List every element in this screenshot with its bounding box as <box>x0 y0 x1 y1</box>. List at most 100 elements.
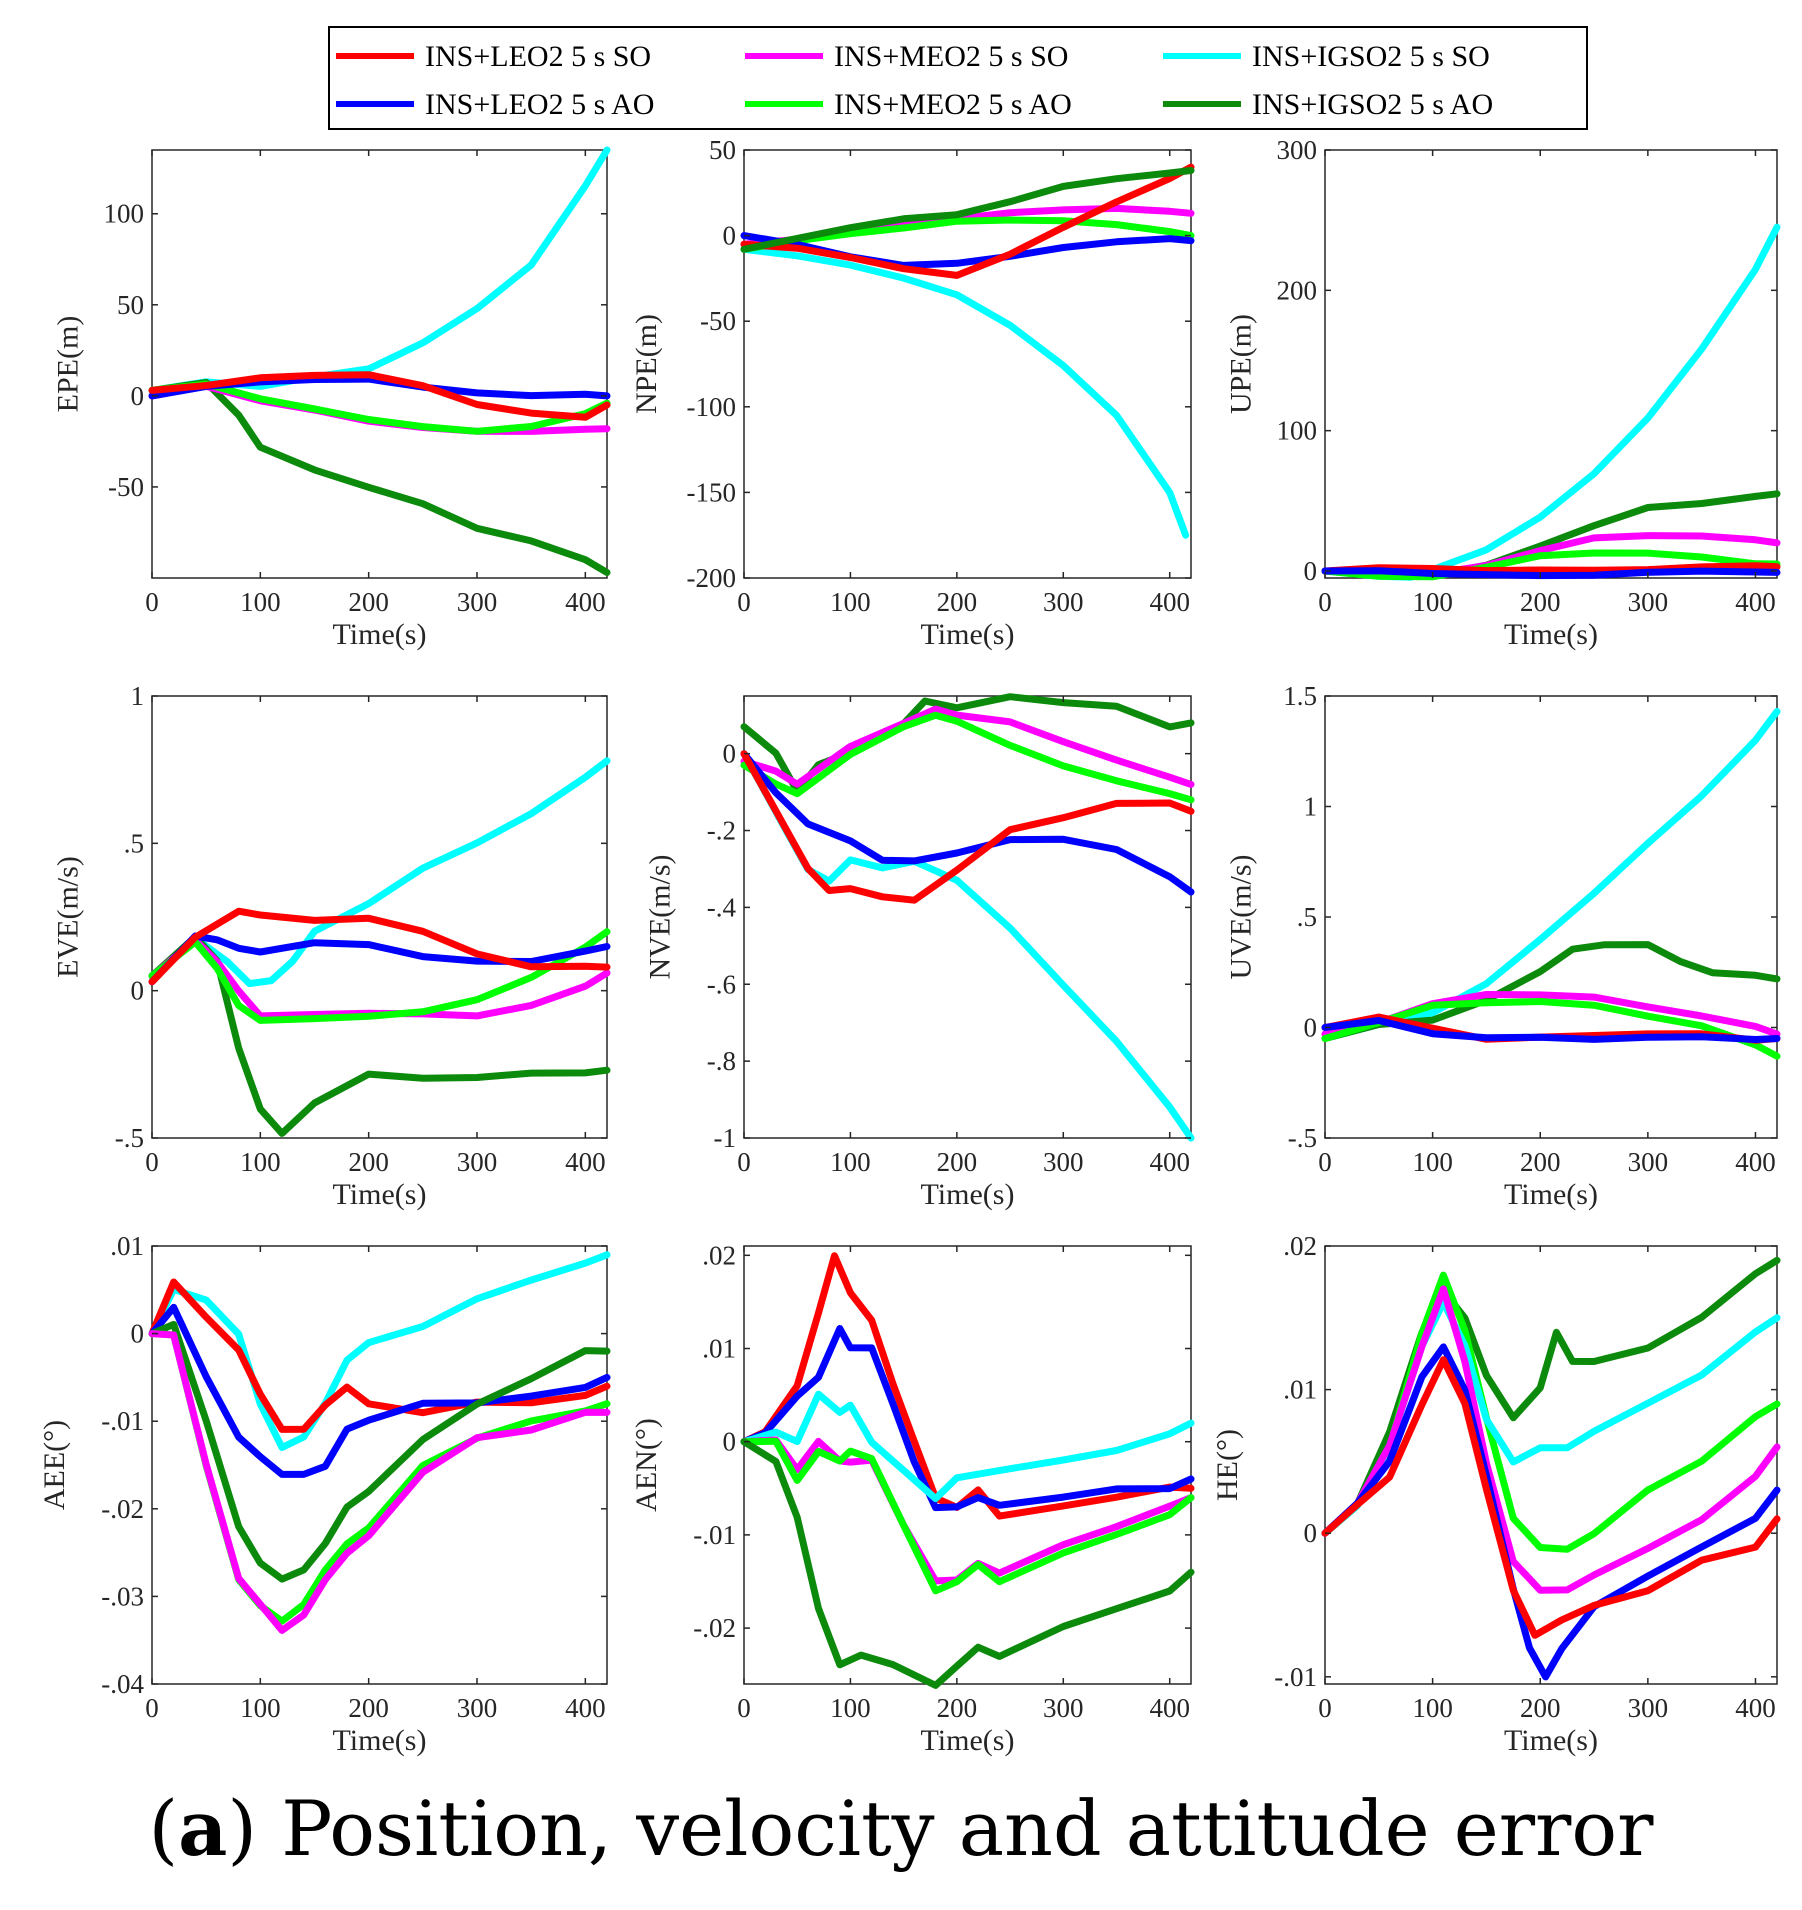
y-axis-label: NVE(m/s) <box>644 855 677 980</box>
series-line-meo-ao <box>740 1437 1195 1595</box>
y-tick-label: 0 <box>1304 1013 1318 1043</box>
x-axis-label: Time(s) <box>1504 1724 1598 1757</box>
series-line-meo-so <box>148 1330 611 1634</box>
legend: INS+LEO2 5 s SO INS+MEO2 5 s SO INS+IGSO… <box>328 26 1588 130</box>
x-tick-label: 100 <box>830 1147 871 1177</box>
x-tick-label: 200 <box>348 1147 389 1177</box>
y-tick-label: -.6 <box>707 969 736 999</box>
y-tick-label: 1 <box>1304 792 1318 822</box>
x-tick-label: 0 <box>1318 1147 1332 1177</box>
legend-box <box>328 26 1588 130</box>
x-tick-label: 200 <box>1520 1147 1561 1177</box>
legend-label-igso-ao: INS+IGSO2 5 s AO <box>1252 88 1493 121</box>
x-tick-label: 300 <box>457 587 498 617</box>
figure-caption: (a) Position, velocity and attitude erro… <box>149 1784 1655 1873</box>
x-tick-label: 0 <box>145 1147 159 1177</box>
y-tick-label: .02 <box>702 1240 736 1270</box>
series-line-leo-ao <box>740 750 1195 896</box>
y-tick-label: -.8 <box>707 1046 736 1076</box>
x-tick-label: 200 <box>937 1693 978 1723</box>
series-line-leo-so <box>148 907 611 986</box>
y-axis-label: EPE(m) <box>52 316 85 413</box>
y-tick-label: -.03 <box>101 1581 144 1611</box>
x-tick-label: 200 <box>348 1693 389 1723</box>
subplot-3: 0 100 200 300 400 0 100 200 300 Time(s) UPE(m) <box>1225 135 1781 651</box>
legend-label-leo-so: INS+LEO2 5 s SO <box>425 40 651 73</box>
y-tick-label: -.02 <box>693 1613 736 1643</box>
x-tick-label: 400 <box>565 1147 606 1177</box>
x-tick-label: 0 <box>1318 587 1332 617</box>
y-tick-label: .01 <box>702 1334 736 1364</box>
y-tick-label: -.04 <box>101 1669 144 1699</box>
series-line-meo-ao <box>1321 549 1781 581</box>
y-tick-label: 0 <box>131 1319 145 1349</box>
series-group <box>740 1252 1195 1689</box>
y-tick-label: 50 <box>117 290 144 320</box>
subplot-7: 0 100 200 300 400 -.04 -.03 -.02 -.01 0 .01 Time(s)… <box>38 1231 611 1757</box>
x-tick-label: 200 <box>1520 587 1561 617</box>
legend-label-meo-ao: INS+MEO2 5 s AO <box>834 88 1072 121</box>
y-tick-label: 1 <box>131 681 145 711</box>
caption-label: a <box>178 1784 227 1873</box>
series-line-igso-ao <box>1321 941 1781 1042</box>
y-axis-label: UVE(m/s) <box>1225 855 1258 980</box>
legend-label-leo-ao: INS+LEO2 5 s AO <box>425 88 654 121</box>
x-tick-label: 300 <box>457 1147 498 1177</box>
series-line-leo-ao <box>148 1303 611 1478</box>
series-line-leo-ao <box>1321 1017 1781 1043</box>
series-line-leo-ao <box>740 1325 1195 1512</box>
y-tick-label: -.01 <box>101 1406 144 1436</box>
series-group <box>740 163 1195 539</box>
y-tick-label: 0 <box>723 739 737 769</box>
series-line-leo-so <box>740 163 1195 279</box>
axes-box <box>1324 149 1778 579</box>
series-group <box>740 693 1195 1142</box>
caption-open-paren: ( <box>149 1784 179 1873</box>
series-line-meo-ao <box>148 380 611 435</box>
x-tick-label: 400 <box>1735 587 1776 617</box>
series-line-igso-ao <box>740 167 1195 253</box>
y-tick-label: -50 <box>108 472 144 502</box>
x-axis-label: Time(s) <box>1504 618 1598 651</box>
series-line-leo-so <box>1321 1356 1781 1639</box>
y-tick-label: 0 <box>1304 556 1318 586</box>
x-axis-label: Time(s) <box>333 1724 427 1757</box>
caption-close-paren: ) <box>227 1784 281 1873</box>
x-tick-label: 400 <box>1735 1693 1776 1723</box>
y-tick-label: -.4 <box>707 892 737 922</box>
y-tick-label: -.2 <box>707 816 736 846</box>
series-line-leo-so <box>1321 562 1781 575</box>
series-group <box>1321 708 1781 1060</box>
x-axis-label: Time(s) <box>921 1724 1015 1757</box>
y-tick-label: -50 <box>700 306 736 336</box>
series-line-meo-ao <box>148 928 611 1024</box>
x-tick-label: 100 <box>240 587 281 617</box>
y-tick-label: 0 <box>723 221 737 251</box>
x-tick-label: 0 <box>145 1693 159 1723</box>
x-tick-label: 100 <box>240 1147 281 1177</box>
subplot-8: 0 100 200 300 400 -.02 -.01 0 .01 .02 Time(s) AEN(°… <box>630 1240 1195 1757</box>
x-tick-label: 300 <box>1628 1147 1669 1177</box>
series-line-meo-so <box>148 936 611 1020</box>
series-line-leo-ao <box>148 932 611 986</box>
y-tick-label: -.5 <box>115 1123 144 1153</box>
x-tick-label: 100 <box>830 587 871 617</box>
x-tick-label: 0 <box>737 587 751 617</box>
series-line-meo-so <box>740 705 1195 788</box>
y-tick-label: .5 <box>1297 902 1317 932</box>
series-line-meo-so <box>1321 1285 1781 1594</box>
y-tick-label: -100 <box>687 392 737 422</box>
x-tick-label: 200 <box>937 1147 978 1177</box>
y-tick-label: -.5 <box>1288 1123 1317 1153</box>
x-axis-label: Time(s) <box>1504 1178 1598 1211</box>
series-line-igso-so <box>740 1390 1195 1503</box>
x-tick-label: 100 <box>1412 1147 1453 1177</box>
x-tick-label: 400 <box>1149 1693 1190 1723</box>
x-tick-label: 300 <box>1628 587 1669 617</box>
series-line-igso-ao <box>148 1320 611 1583</box>
legend-label-igso-so: INS+IGSO2 5 s SO <box>1252 40 1490 73</box>
series-line-igso-so <box>740 245 1190 539</box>
y-axis-label: UPE(m) <box>1225 314 1258 414</box>
y-tick-label: -.01 <box>1274 1662 1317 1692</box>
